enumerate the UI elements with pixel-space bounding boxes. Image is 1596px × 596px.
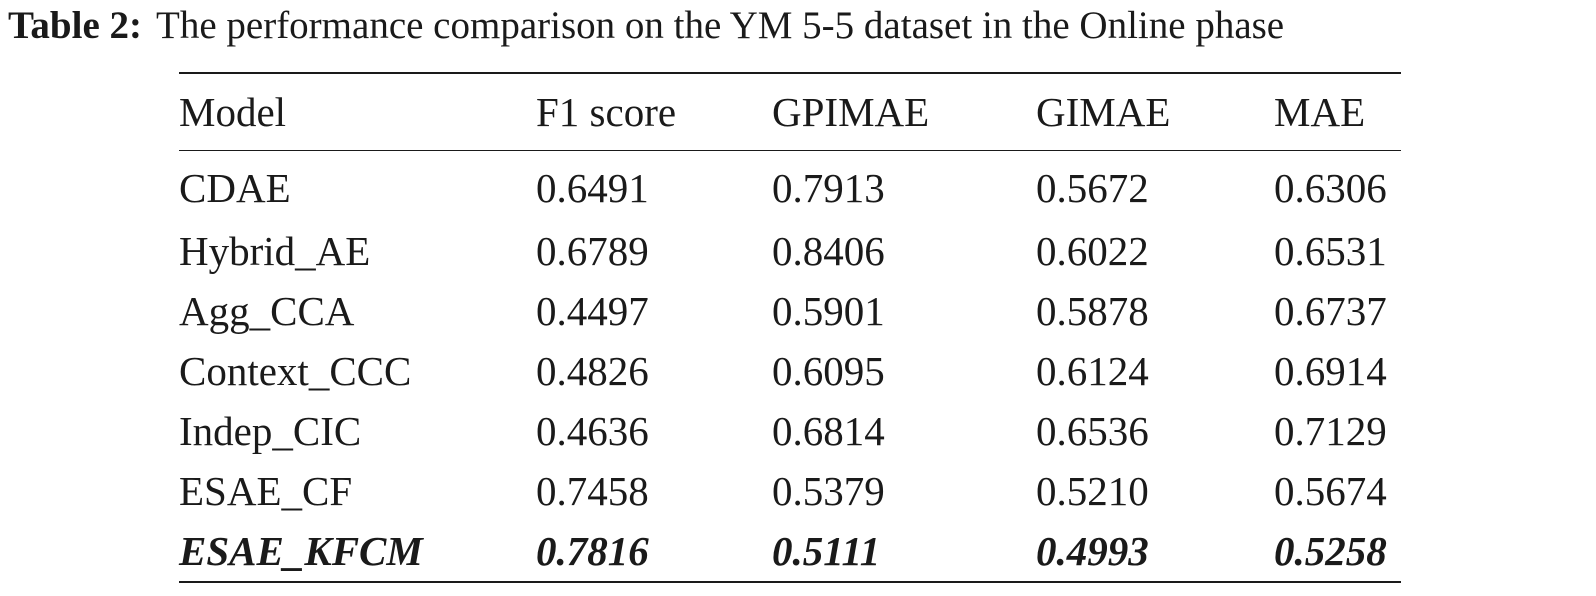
column-header-model: Model — [179, 89, 287, 135]
column-header-gpimae: GPIMAE — [772, 89, 930, 135]
model-cell: Hybrid_AE — [179, 228, 371, 274]
mae-cell: 0.6737 — [1274, 288, 1387, 334]
column-header-f1-score: F1 score — [536, 89, 677, 135]
mae-cell: 0.6306 — [1274, 165, 1387, 211]
mae-cell: 0.6531 — [1274, 228, 1387, 274]
gpimae-cell: 0.5901 — [772, 288, 885, 334]
gimae-cell: 0.5672 — [1036, 165, 1149, 211]
table-row: Agg_CCA 0.4497 0.5901 0.5878 0.6737 — [179, 281, 1401, 341]
table-caption-label: Table 2: — [8, 4, 143, 47]
table-caption-text: The performance comparison on the YM 5-5… — [156, 4, 1285, 47]
table-row: CDAE 0.6491 0.7913 0.5672 0.6306 — [179, 151, 1401, 221]
table-row: Context_CCC 0.4826 0.6095 0.6124 0.6914 — [179, 341, 1401, 401]
f1-score-cell: 0.4497 — [536, 288, 649, 334]
f1-score-cell: 0.4636 — [536, 408, 649, 454]
f1-score-cell: 0.6491 — [536, 165, 649, 211]
gpimae-cell: 0.6814 — [772, 408, 885, 454]
gimae-cell: 0.6536 — [1036, 408, 1149, 454]
table-header-rule — [179, 150, 1401, 151]
table-row: Hybrid_AE 0.6789 0.8406 0.6022 0.6531 — [179, 221, 1401, 281]
gpimae-cell: 0.7913 — [772, 165, 885, 211]
gpimae-cell: 0.5111 — [772, 528, 881, 574]
results-table: Model F1 score GPIMAE GIMAE MAE CDAE 0.6… — [179, 72, 1401, 583]
gimae-cell: 0.5210 — [1036, 468, 1149, 514]
mae-cell: 0.6914 — [1274, 348, 1387, 394]
f1-score-cell: 0.7816 — [536, 528, 649, 574]
model-cell: ESAE_CF — [179, 468, 353, 514]
f1-score-cell: 0.6789 — [536, 228, 649, 274]
gpimae-cell: 0.6095 — [772, 348, 885, 394]
mae-cell: 0.7129 — [1274, 408, 1387, 454]
gimae-cell: 0.6022 — [1036, 228, 1149, 274]
table-bottom-rule — [179, 581, 1401, 583]
gimae-cell: 0.6124 — [1036, 348, 1149, 394]
model-cell: Indep_CIC — [179, 408, 362, 454]
column-header-gimae: GIMAE — [1036, 89, 1171, 135]
model-cell: Context_CCC — [179, 348, 412, 394]
table-caption: Table 2: The performance comparison on th… — [8, 2, 1284, 50]
gpimae-cell: 0.8406 — [772, 228, 885, 274]
table-header-row: Model F1 score GPIMAE GIMAE MAE — [179, 74, 1401, 150]
table-top-rule — [179, 72, 1401, 74]
table-row-best: ESAE_KFCM 0.7816 0.5111 0.4993 0.5258 — [179, 521, 1401, 581]
mae-cell: 0.5258 — [1274, 528, 1387, 574]
f1-score-cell: 0.4826 — [536, 348, 649, 394]
column-header-mae: MAE — [1274, 89, 1366, 135]
f1-score-cell: 0.7458 — [536, 468, 649, 514]
model-cell: CDAE — [179, 165, 291, 211]
table-row: ESAE_CF 0.7458 0.5379 0.5210 0.5674 — [179, 461, 1401, 521]
table-row: Indep_CIC 0.4636 0.6814 0.6536 0.7129 — [179, 401, 1401, 461]
mae-cell: 0.5674 — [1274, 468, 1387, 514]
model-cell: Agg_CCA — [179, 288, 355, 334]
gimae-cell: 0.5878 — [1036, 288, 1149, 334]
gimae-cell: 0.4993 — [1036, 528, 1149, 574]
gpimae-cell: 0.5379 — [772, 468, 885, 514]
model-cell: ESAE_KFCM — [179, 528, 423, 574]
